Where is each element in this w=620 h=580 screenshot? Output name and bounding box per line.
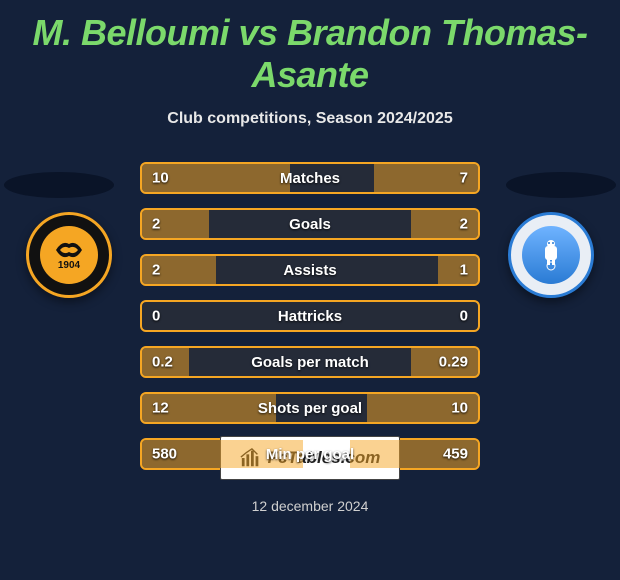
stat-label: Shots per goal (258, 400, 362, 417)
generation-date: 12 december 2024 (0, 498, 620, 514)
stat-row: 2 Goals 2 (140, 208, 480, 240)
stat-row: 10 Matches 7 (140, 162, 480, 194)
stat-value-left: 580 (152, 446, 177, 463)
player-shadow-left (4, 172, 114, 198)
elephant-icon (534, 238, 568, 272)
stat-value-left: 2 (152, 262, 160, 279)
stat-value-right: 1 (460, 262, 468, 279)
stat-label: Assists (283, 262, 336, 279)
stat-label: Min per goal (266, 446, 354, 463)
stat-value-left: 10 (152, 170, 169, 187)
club-badge-left-year: 1904 (58, 260, 80, 271)
stat-value-left: 2 (152, 216, 160, 233)
stat-value-right: 0 (460, 308, 468, 325)
stat-value-right: 0.29 (439, 354, 468, 371)
stat-value-right: 10 (451, 400, 468, 417)
stat-label: Hattricks (278, 308, 342, 325)
stat-row: 12 Shots per goal 10 (140, 392, 480, 424)
stat-value-left: 0 (152, 308, 160, 325)
club-badge-left-inner: 1904 (40, 226, 98, 284)
stat-value-right: 459 (443, 446, 468, 463)
stat-row: 2 Assists 1 (140, 254, 480, 286)
stat-value-left: 12 (152, 400, 169, 417)
comparison-title: M. Belloumi vs Brandon Thomas-Asante (0, 0, 620, 96)
stat-label: Goals per match (251, 354, 369, 371)
stat-label: Matches (280, 170, 340, 187)
stat-value-left: 0.2 (152, 354, 173, 371)
comparison-subtitle: Club competitions, Season 2024/2025 (0, 110, 620, 128)
stat-row: 0.2 Goals per match 0.29 (140, 346, 480, 378)
stat-row: 0 Hattricks 0 (140, 300, 480, 332)
player-shadow-right (506, 172, 616, 198)
stat-fill-right (438, 256, 478, 284)
tiger-icon (54, 240, 84, 260)
stat-rows: 10Matches72Goals22Assists10Hattricks00.2… (140, 162, 480, 470)
club-badge-right-inner (522, 226, 580, 284)
stat-value-right: 7 (460, 170, 468, 187)
club-badge-right (508, 212, 594, 298)
stat-label: Goals (289, 216, 331, 233)
club-badge-left: 1904 (26, 212, 112, 298)
stat-value-right: 2 (460, 216, 468, 233)
